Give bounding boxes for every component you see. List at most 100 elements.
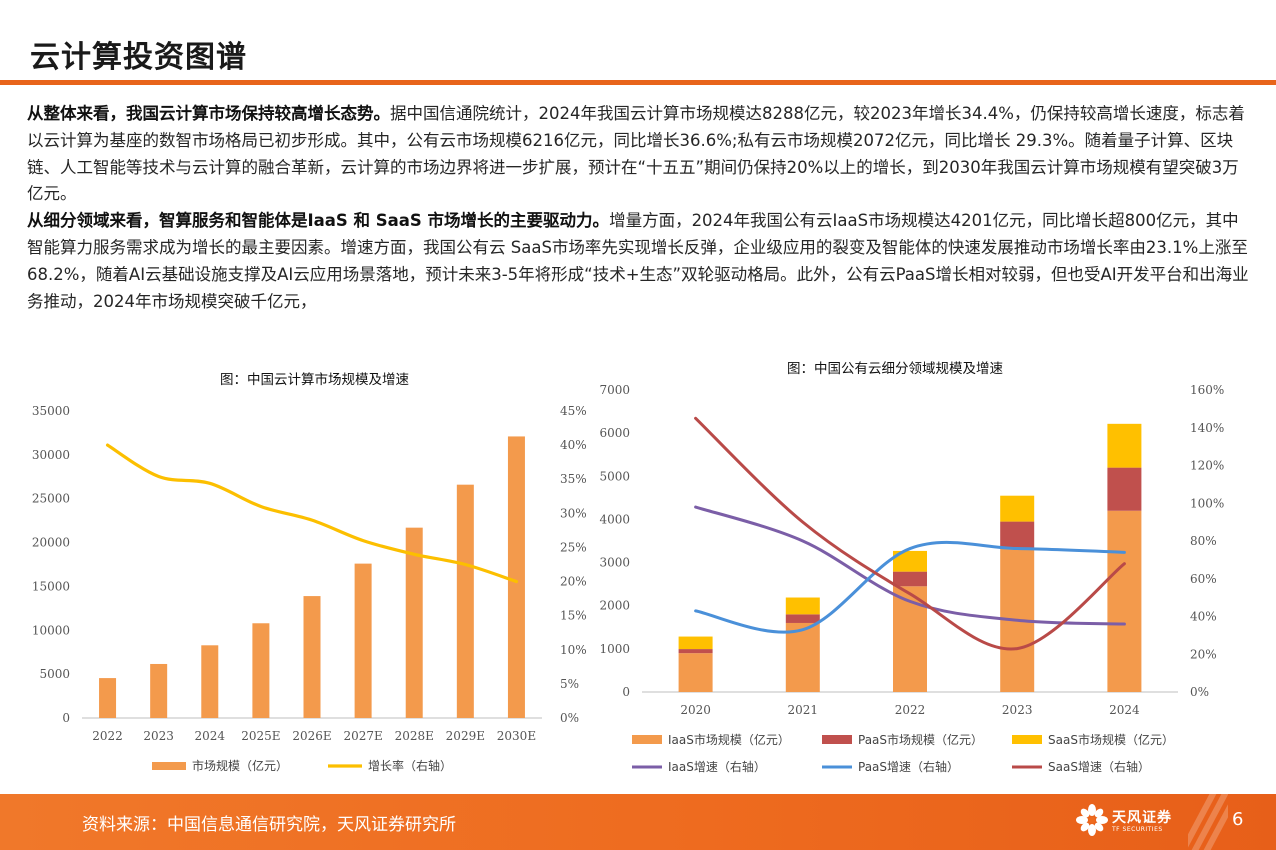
y-tick-label-left: 0 — [622, 685, 630, 699]
logo-text-cn: 天风证券 — [1112, 810, 1172, 826]
y-tick-label-left: 15000 — [32, 579, 70, 593]
decor-stripes — [1188, 794, 1228, 850]
line-iaas-growth — [694, 505, 1126, 626]
tf-flower-icon — [1076, 804, 1108, 836]
body-text: 从整体来看，我国云计算市场保持较高增长态势。据中国信通院统计，2024年我国云计… — [27, 101, 1252, 315]
bar-paas — [1000, 521, 1035, 548]
legend-label-saas-size: SaaS市场规模（亿元） — [1048, 732, 1174, 747]
y-tick-label-left: 1000 — [599, 642, 630, 656]
y-tick-label-right: 60% — [1190, 572, 1217, 586]
chart-1-market-size: 0 5000 10000 15000 20000 25000 30000 35000 0% 5% 1… — [32, 404, 587, 773]
y-tick-label-right: 40% — [560, 438, 587, 452]
line-paas-growth — [694, 540, 1126, 634]
y-tick-label-left: 30000 — [32, 448, 70, 462]
bar-saas — [1000, 495, 1035, 522]
chart-2-title: 图：中国公有云细分领域规模及增速 — [787, 361, 1003, 377]
y-tick-label-left: 25000 — [32, 492, 70, 506]
x-tick-label: 2023 — [143, 729, 174, 743]
bar-market-size — [150, 663, 168, 718]
legend-swatch-saas-size — [1012, 735, 1042, 744]
tf-logo: 天风证券 TF SECURITIES — [1075, 801, 1175, 843]
y-tick-label-right: 35% — [560, 472, 587, 486]
y-tick-label-left: 10000 — [32, 623, 70, 637]
y-tick-label-right: 25% — [560, 540, 587, 554]
x-tick-label: 2028E — [395, 729, 434, 743]
legend-label-iaas-growth: IaaS增速（右轴） — [668, 759, 766, 774]
y-tick-label-right: 10% — [560, 643, 587, 657]
legend-label-growth-rate: 增长率（右轴） — [368, 758, 452, 773]
x-tick-label: 2024 — [1109, 703, 1140, 717]
y-tick-label-right: 15% — [560, 609, 587, 623]
logo-text-en: TF SECURITIES — [1112, 826, 1163, 833]
bar-paas — [1107, 467, 1142, 511]
x-tick-label: 2022 — [895, 703, 926, 717]
paragraph-2-lead: 从细分领域来看，智算服务和智能体是IaaS 和 SaaS 市场增长的主要驱动力。 — [27, 211, 610, 231]
bar-paas — [678, 649, 713, 654]
y-tick-label-left: 35000 — [32, 404, 70, 418]
paragraph-2: 从细分领域来看，智算服务和智能体是IaaS 和 SaaS 市场增长的主要驱动力。… — [27, 208, 1252, 315]
legend-swatch-paas-size — [822, 735, 852, 744]
y-tick-label-right: 20% — [560, 575, 587, 589]
y-tick-label-left: 3000 — [599, 556, 630, 570]
bar-market-size — [303, 596, 321, 718]
paragraph-2-text: 增量方面，2024年我国公有云IaaS市场规模达4201亿元，同比增长超800亿… — [27, 211, 1249, 311]
chart-2-public-cloud: 0 1000 2000 3000 4000 5000 6000 7000 0% 20% 40% 60%… — [599, 383, 1224, 774]
y-tick-label-left: 5000 — [39, 667, 70, 681]
y-tick-label-right: 120% — [1190, 459, 1224, 473]
legend-label-paas-size: PaaS市场规模（亿元） — [858, 732, 983, 747]
y-tick-label-left: 6000 — [599, 426, 630, 440]
page-title: 云计算投资图谱 — [30, 40, 247, 75]
bar-market-size — [507, 436, 525, 718]
footer-source: 资料来源：中国信息通信研究院，天风证券研究所 — [82, 815, 456, 835]
paragraph-1-lead: 从整体来看，我国云计算市场保持较高增长态势。 — [27, 104, 390, 123]
y-tick-label-left: 7000 — [599, 383, 630, 397]
bar-iaas — [1107, 510, 1142, 692]
x-tick-label: 2027E — [343, 729, 382, 743]
title-rule — [0, 80, 1276, 85]
bar-paas — [893, 571, 927, 587]
y-tick-label-right: 100% — [1190, 496, 1224, 510]
bar-market-size — [405, 527, 423, 718]
footer: 资料来源：中国信息通信研究院，天风证券研究所 天风证券 TF SECURITIE… — [0, 794, 1276, 850]
x-tick-label: 2024 — [195, 729, 226, 743]
paragraph-1: 从整体来看，我国云计算市场保持较高增长态势。据中国信通院统计，2024年我国云计… — [27, 101, 1252, 208]
x-tick-label: 2023 — [1002, 703, 1033, 717]
bar-saas — [678, 636, 713, 650]
y-tick-label-right: 0% — [560, 711, 579, 725]
y-tick-label-right: 0% — [1190, 685, 1209, 699]
line-growth-rate — [105, 443, 519, 584]
legend-swatch-iaas-size — [632, 735, 662, 744]
bar-paas — [785, 614, 820, 623]
y-tick-label-left: 0 — [62, 711, 70, 725]
legend-label-paas-growth: PaaS增速（右轴） — [858, 759, 959, 774]
y-tick-label-right: 5% — [560, 677, 579, 691]
paragraph-1-text: 据中国信通院统计，2024年我国云计算市场规模达8288亿元，较2023年增长3… — [27, 104, 1245, 204]
bar-saas — [785, 597, 820, 615]
y-tick-label-left: 2000 — [599, 599, 630, 613]
bar-saas — [1107, 423, 1142, 468]
x-tick-label: 2030E — [497, 729, 536, 743]
legend-label-saas-growth: SaaS增速（右轴） — [1048, 759, 1150, 774]
bar-market-size — [99, 678, 117, 718]
x-tick-label: 2029E — [446, 729, 485, 743]
bar-market-size — [252, 623, 270, 718]
y-tick-label-right: 160% — [1190, 383, 1224, 397]
y-tick-label-right: 30% — [560, 506, 587, 520]
x-tick-label: 2021 — [788, 703, 819, 717]
bar-market-size — [201, 645, 219, 718]
bar-market-size — [354, 563, 372, 718]
y-tick-label-right: 140% — [1190, 421, 1224, 435]
bar-iaas — [785, 622, 820, 692]
x-tick-label: 2020 — [680, 703, 711, 717]
y-tick-label-right: 80% — [1190, 534, 1217, 548]
legend-label-market-size: 市场规模（亿元） — [192, 758, 288, 773]
page-number: 6 — [1232, 809, 1244, 830]
y-tick-label-right: 20% — [1190, 647, 1217, 661]
y-tick-label-left: 20000 — [32, 536, 70, 550]
y-tick-label-right: 45% — [560, 404, 587, 418]
y-tick-label-right: 40% — [1190, 610, 1217, 624]
legend-label-iaas-size: IaaS市场规模（亿元） — [668, 732, 790, 747]
legend-swatch-market-size — [152, 762, 186, 770]
x-tick-label: 2026E — [292, 729, 331, 743]
line-saas-growth — [694, 416, 1126, 651]
